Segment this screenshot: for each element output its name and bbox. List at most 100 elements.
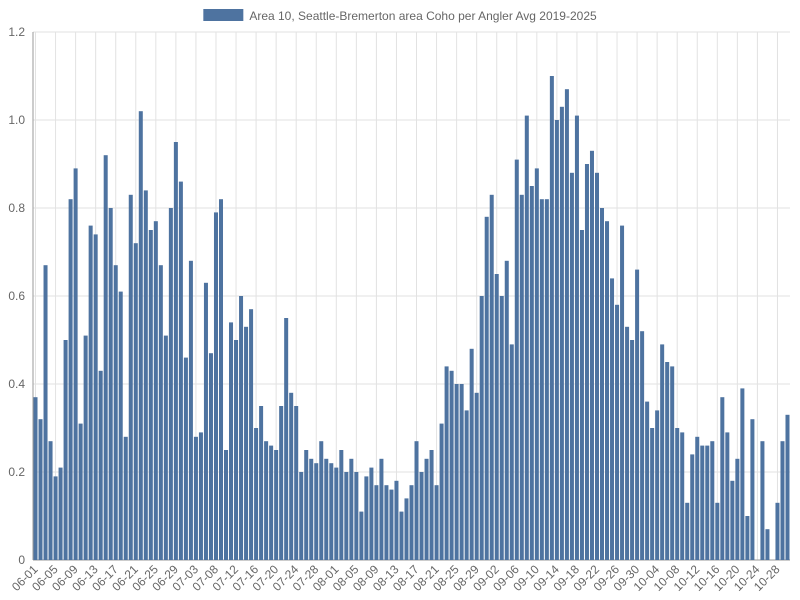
bar [123,436,128,560]
bar [514,159,519,560]
bar [594,172,599,561]
bar [620,225,625,560]
bar [645,401,650,560]
bar [584,164,589,560]
bar [43,265,48,560]
bar [474,392,479,560]
bar [725,432,730,560]
bar [775,502,780,560]
bar [544,199,549,560]
bar [359,511,364,560]
bar [489,194,494,561]
bar [364,476,369,560]
bar [574,115,579,560]
bar [249,309,254,560]
bar [599,208,605,560]
bar [163,335,168,560]
bar [499,296,504,560]
bar [429,450,434,560]
bar [93,234,98,560]
bar [289,392,294,560]
bar [334,467,339,560]
bar [579,230,584,560]
bar [379,458,384,560]
bar [374,485,379,560]
y-tick-label: 0.4 [8,377,25,391]
bar [229,322,234,560]
bar [464,410,469,560]
bar [78,423,83,560]
bar [218,199,224,560]
bar [655,410,660,560]
bar [760,441,765,560]
bar [73,168,78,560]
bar [188,260,193,560]
bar [635,269,640,560]
bar [354,472,359,560]
y-tick-label: 1.2 [8,25,25,39]
bar [153,221,158,560]
bar [279,406,284,560]
bar [113,265,118,560]
bar [765,529,770,560]
bar [224,450,229,560]
bar [660,344,665,560]
bar [48,441,53,560]
bar [128,194,133,561]
bar [68,199,73,560]
bar [424,458,429,560]
bar [695,436,700,560]
bar [434,485,439,560]
bar [680,432,685,560]
bar [168,208,173,560]
bar [670,366,675,560]
bar [404,498,409,560]
bar [324,458,329,560]
bar [524,115,529,560]
bar [339,450,344,560]
bar [735,458,740,560]
bar [344,472,349,560]
bar [539,199,544,560]
bar [173,142,178,560]
bar [454,384,459,560]
bar [274,450,279,560]
bar [605,221,610,560]
bar [409,485,414,560]
bar [700,445,705,560]
y-tick-label: 0.8 [8,201,25,215]
bar [745,516,750,560]
bar [284,318,289,560]
bar [534,168,539,560]
bar [469,348,474,560]
bar [640,331,645,560]
bar [519,194,524,561]
bar [554,120,559,560]
bar [118,291,123,560]
y-tick-label: 0 [18,553,25,567]
bar [419,472,424,560]
bar [665,362,670,560]
bar [309,458,314,560]
bar [254,428,259,560]
bar [349,458,354,560]
y-tick-label: 1.0 [8,113,25,127]
bar [148,230,153,560]
bar [198,432,203,560]
bar [610,278,615,560]
bar [504,260,509,560]
bar [690,454,695,560]
bar [138,111,143,560]
bar [710,441,715,560]
bar [244,326,249,560]
bar [675,428,680,560]
bar [399,511,404,560]
bar [53,476,58,560]
bar [494,274,499,560]
bar [509,344,514,560]
bar [750,419,755,560]
bar [193,436,198,560]
bar [33,397,38,560]
bar [314,463,319,560]
bar [780,441,785,560]
